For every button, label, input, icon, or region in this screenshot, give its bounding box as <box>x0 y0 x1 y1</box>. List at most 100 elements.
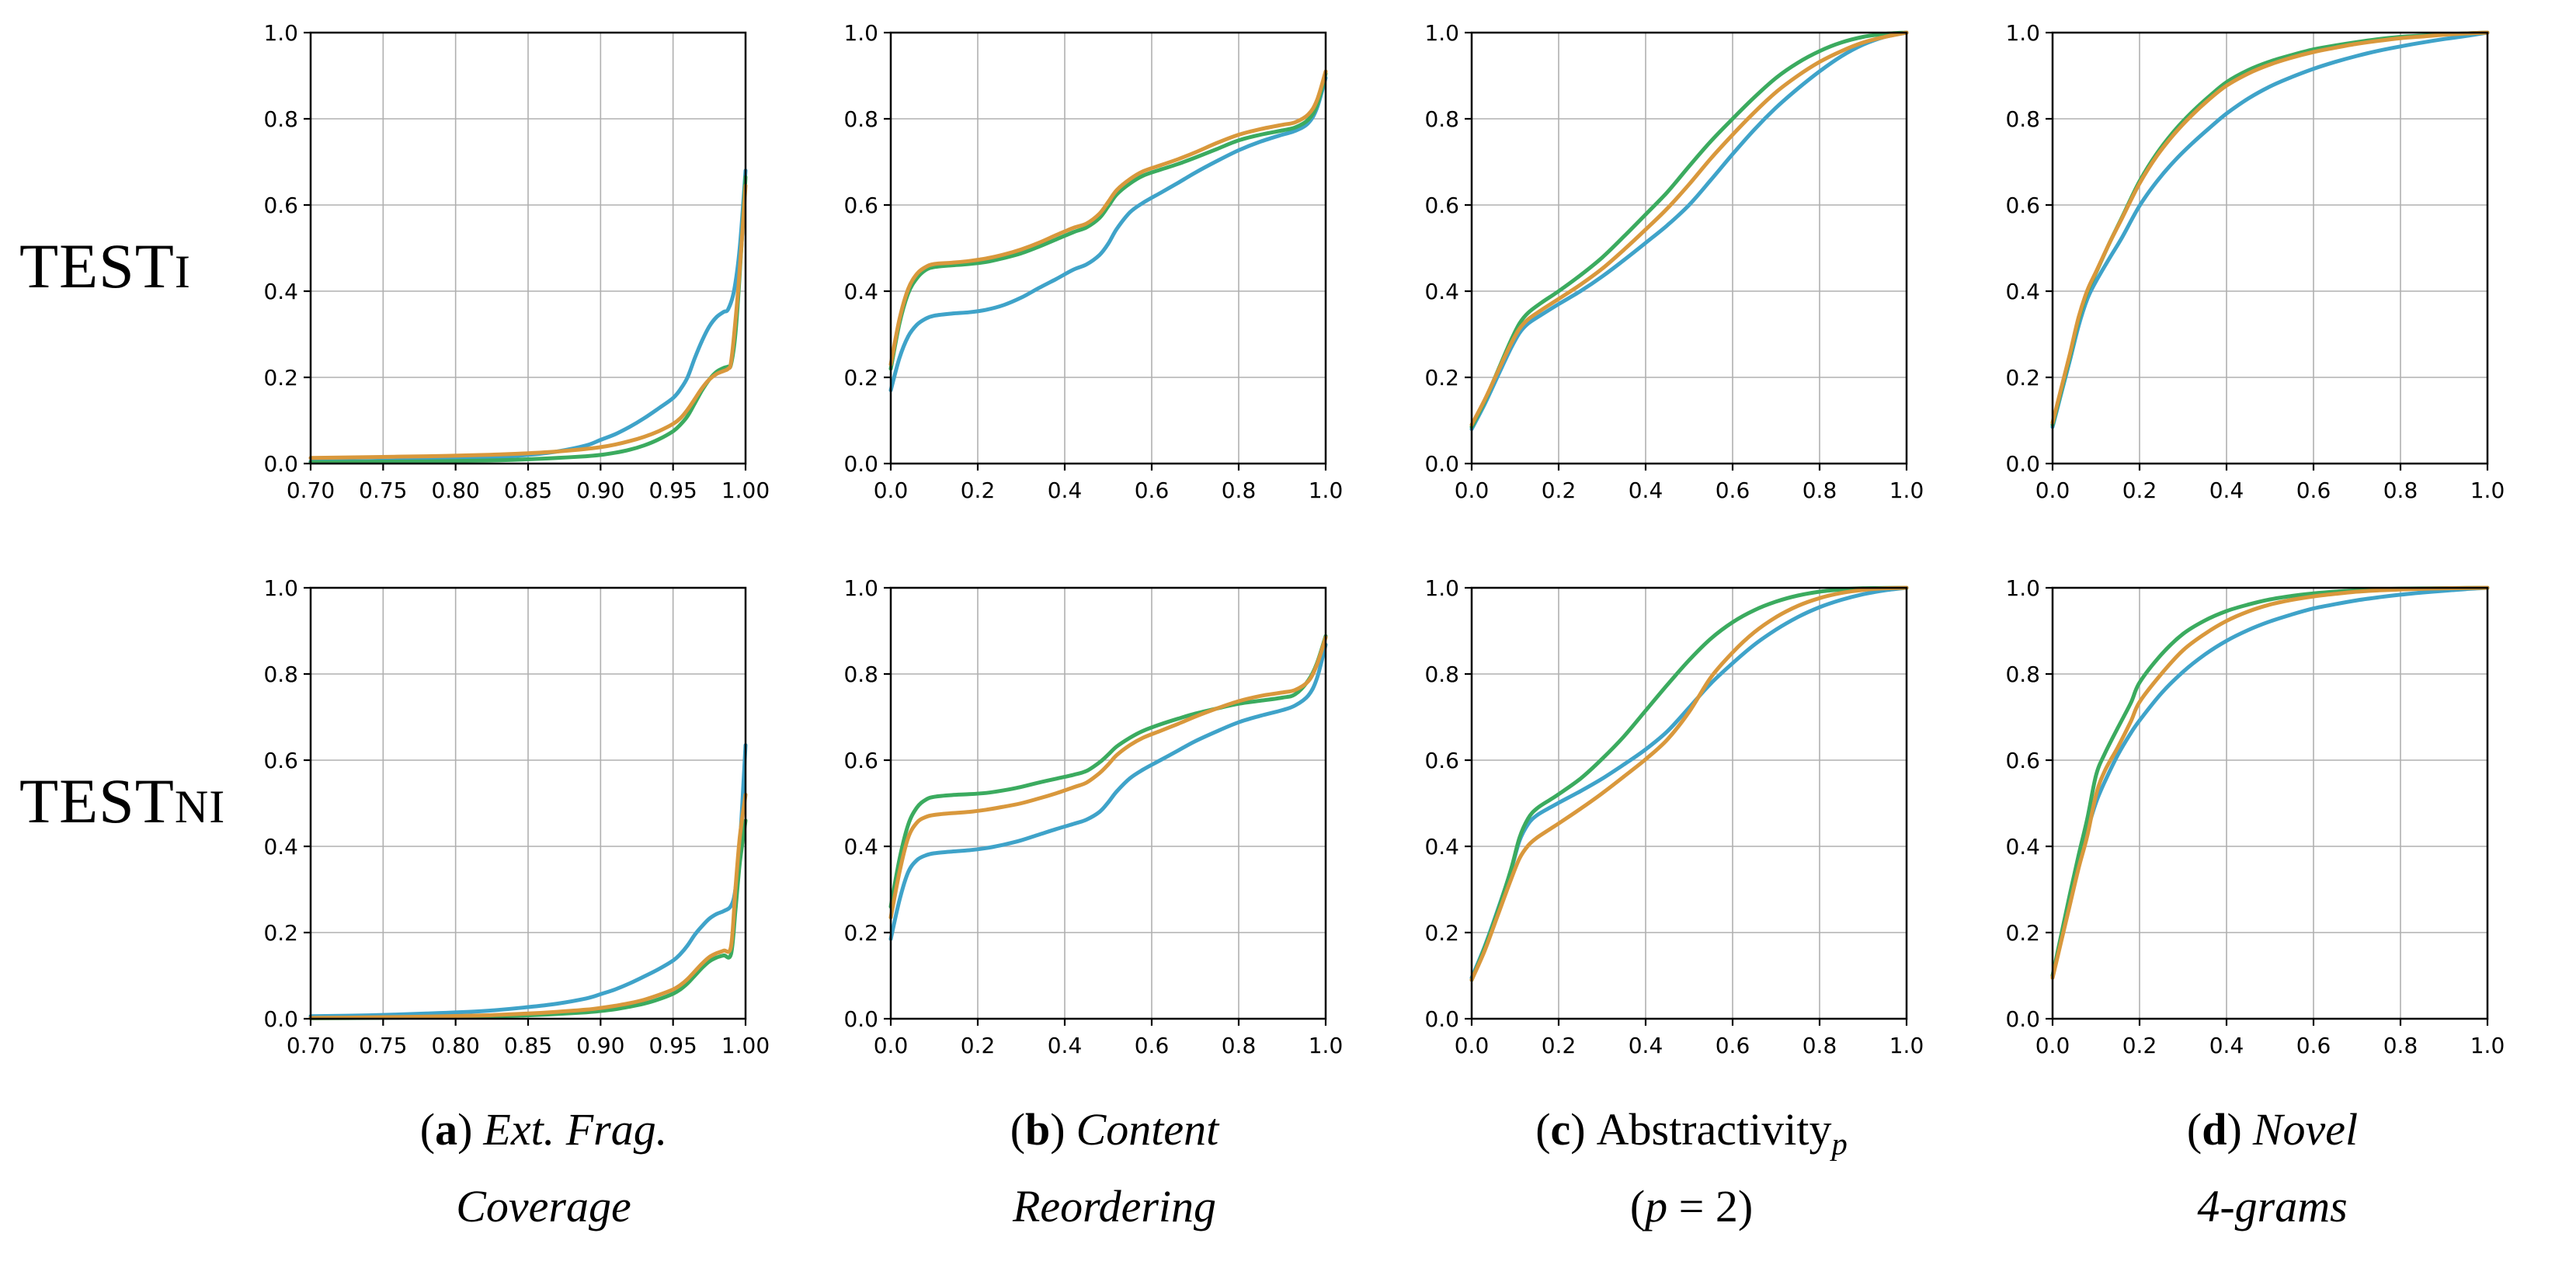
grid <box>890 32 1326 464</box>
y-tick-label: 0.2 <box>2005 920 2040 946</box>
y-tick-label: 0.2 <box>843 365 878 391</box>
x-tick-label: 0.2 <box>2122 1033 2157 1058</box>
x-tick-label: 0.80 <box>431 1033 479 1058</box>
x-tick-label: 0.0 <box>1455 1033 1490 1058</box>
caption-d-line1: (d) Novel <box>2186 1104 2359 1155</box>
x-tick-label: 0.6 <box>1135 1033 1170 1058</box>
y-tick-label: 0.4 <box>1424 279 1459 304</box>
x-tick-label: 0.4 <box>2209 1033 2244 1058</box>
x-tick-label: 0.6 <box>1716 1033 1750 1058</box>
y-tick-label: 0.8 <box>263 106 298 132</box>
x-tick-label: 0.2 <box>961 478 996 503</box>
curve-orange <box>308 792 748 1020</box>
axes-frame <box>889 31 1327 465</box>
curve-green <box>888 71 1328 371</box>
y-tick-label: 1.0 <box>843 578 878 601</box>
curve-orange <box>2050 30 2490 425</box>
y-tick-label: 0.8 <box>843 662 878 687</box>
y-tick-label: 0.0 <box>2005 451 2040 477</box>
curve-blue <box>1469 30 1909 432</box>
curve-green <box>1469 30 1909 429</box>
y-tick-label: 0.2 <box>843 920 878 946</box>
curves <box>888 634 1328 941</box>
y-tick-label: 0.6 <box>1424 193 1459 218</box>
x-tick-label: 0.8 <box>1222 478 1257 503</box>
y-tick-label: 0.6 <box>2005 748 2040 773</box>
caption-tag: (b) <box>1010 1104 1066 1155</box>
y-tick-label: 1.0 <box>263 23 298 46</box>
curve-blue <box>308 743 748 1019</box>
ticks: 0.0 0.2 0.4 0.6 0.8 1.0 0.0 0.2 0.4 0.6 0.8 1.0 <box>2005 578 2505 1058</box>
curve-blue <box>888 642 1328 941</box>
y-tick-label: 0.8 <box>2005 106 2040 132</box>
x-tick-label: 0.0 <box>874 1033 909 1058</box>
plot-novel-4grams-test-i: 0.0 0.2 0.4 0.6 0.8 1.0 0.0 0.2 0.4 0.6 0.8 1.0 <box>2005 23 2505 503</box>
x-tick-label: 0.2 <box>1542 478 1577 503</box>
axes-frame <box>1470 31 1908 465</box>
plot-ext-frag-coverage-test-i: 0.70 0.75 0.80 0.85 0.90 0.95 1.00 0.0 0.2 0.4 0.6… <box>263 23 770 503</box>
plot-abstractivity-test-ni: 0.0 0.2 0.4 0.6 0.8 1.0 0.0 0.2 0.4 0.6 0.8 1.0 <box>1424 578 1924 1058</box>
x-tick-label: 0.4 <box>1048 1033 1083 1058</box>
y-tick-label: 0.8 <box>1424 662 1459 687</box>
curves <box>2050 585 2490 980</box>
axes-frame <box>1470 586 1908 1020</box>
curve-orange <box>1469 585 1909 982</box>
y-tick-label: 0.6 <box>2005 193 2040 218</box>
x-tick-label: 1.00 <box>721 478 770 503</box>
x-tick-label: 0.75 <box>359 1033 407 1058</box>
y-tick-label: 1.0 <box>1424 23 1459 46</box>
x-tick-label: 0.0 <box>2035 478 2070 503</box>
plot-novel-4grams-test-ni: 0.0 0.2 0.4 0.6 0.8 1.0 0.0 0.2 0.4 0.6 0.8 1.0 <box>2005 578 2505 1058</box>
y-tick-label: 0.6 <box>263 748 298 773</box>
caption-a-line1: (a) Ext. Frag. <box>419 1104 668 1155</box>
row-label-test-ni: TESTNI <box>19 765 225 838</box>
y-tick-label: 0.4 <box>2005 279 2040 304</box>
x-tick-label: 0.85 <box>504 1033 552 1058</box>
plot-ext-frag-coverage-test-ni: 0.70 0.75 0.80 0.85 0.90 0.95 1.00 0.0 0.2 0.4 0.6… <box>263 578 770 1058</box>
y-tick-label: 0.4 <box>263 834 298 860</box>
x-tick-label: 0.6 <box>2296 1033 2331 1058</box>
x-tick-label: 0.95 <box>648 478 697 503</box>
ticks: 0.0 0.2 0.4 0.6 0.8 1.0 0.0 0.2 0.4 0.6 0.8 1.0 <box>843 578 1343 1058</box>
x-tick-label: 0.95 <box>648 1033 697 1058</box>
y-tick-label: 1.0 <box>843 23 878 46</box>
curve-blue <box>888 75 1328 393</box>
grid <box>1471 32 1907 464</box>
x-tick-label: 0.8 <box>1222 1033 1257 1058</box>
caption-d: (d) Novel 4-grams <box>1977 1099 2567 1238</box>
y-tick-label: 0.8 <box>843 106 878 132</box>
x-tick-label: 0.8 <box>2383 478 2418 503</box>
y-tick-label: 0.4 <box>263 279 298 304</box>
ticks: 0.70 0.75 0.80 0.85 0.90 0.95 1.00 0.0 0.2 0.4 0.6… <box>263 578 770 1058</box>
x-tick-label: 0.70 <box>287 478 335 503</box>
caption-b-line2: Reordering <box>1012 1180 1217 1231</box>
row-label-subscript: NI <box>174 781 226 832</box>
axes-frame <box>2051 31 2489 465</box>
y-tick-label: 1.0 <box>1424 578 1459 601</box>
curve-green <box>888 634 1328 909</box>
x-tick-label: 0.8 <box>2383 1033 2418 1058</box>
x-tick-label: 0.90 <box>576 478 624 503</box>
y-tick-label: 0.6 <box>843 193 878 218</box>
x-tick-label: 0.0 <box>2035 1033 2070 1058</box>
y-tick-label: 0.0 <box>843 451 878 477</box>
caption-a-line2: Coverage <box>456 1180 631 1231</box>
y-tick-label: 1.0 <box>2005 578 2040 601</box>
curve-orange <box>308 183 748 460</box>
x-tick-label: 0.8 <box>1803 1033 1837 1058</box>
x-tick-label: 0.2 <box>2122 478 2157 503</box>
curve-orange <box>2050 585 2490 980</box>
ticks: 0.0 0.2 0.4 0.6 0.8 1.0 0.0 0.2 0.4 0.6 0.8 1.0 <box>2005 23 2505 503</box>
x-tick-label: 0.2 <box>1542 1033 1577 1058</box>
x-tick-label: 1.00 <box>721 1033 770 1058</box>
x-tick-label: 1.0 <box>1309 1033 1344 1058</box>
y-tick-label: 0.4 <box>1424 834 1459 860</box>
x-tick-label: 1.0 <box>2470 1033 2505 1058</box>
axes-frame <box>889 586 1327 1020</box>
plot-abstractivity-test-i: 0.0 0.2 0.4 0.6 0.8 1.0 0.0 0.2 0.4 0.6 0.8 1.0 <box>1424 23 1924 503</box>
curves <box>1469 585 1909 982</box>
x-tick-label: 1.0 <box>1309 478 1344 503</box>
grid <box>1471 587 1907 1020</box>
caption-d-line2: 4-grams <box>2197 1180 2348 1231</box>
ticks: 0.0 0.2 0.4 0.6 0.8 1.0 0.0 0.2 0.4 0.6 0.8 1.0 <box>1424 23 1924 503</box>
